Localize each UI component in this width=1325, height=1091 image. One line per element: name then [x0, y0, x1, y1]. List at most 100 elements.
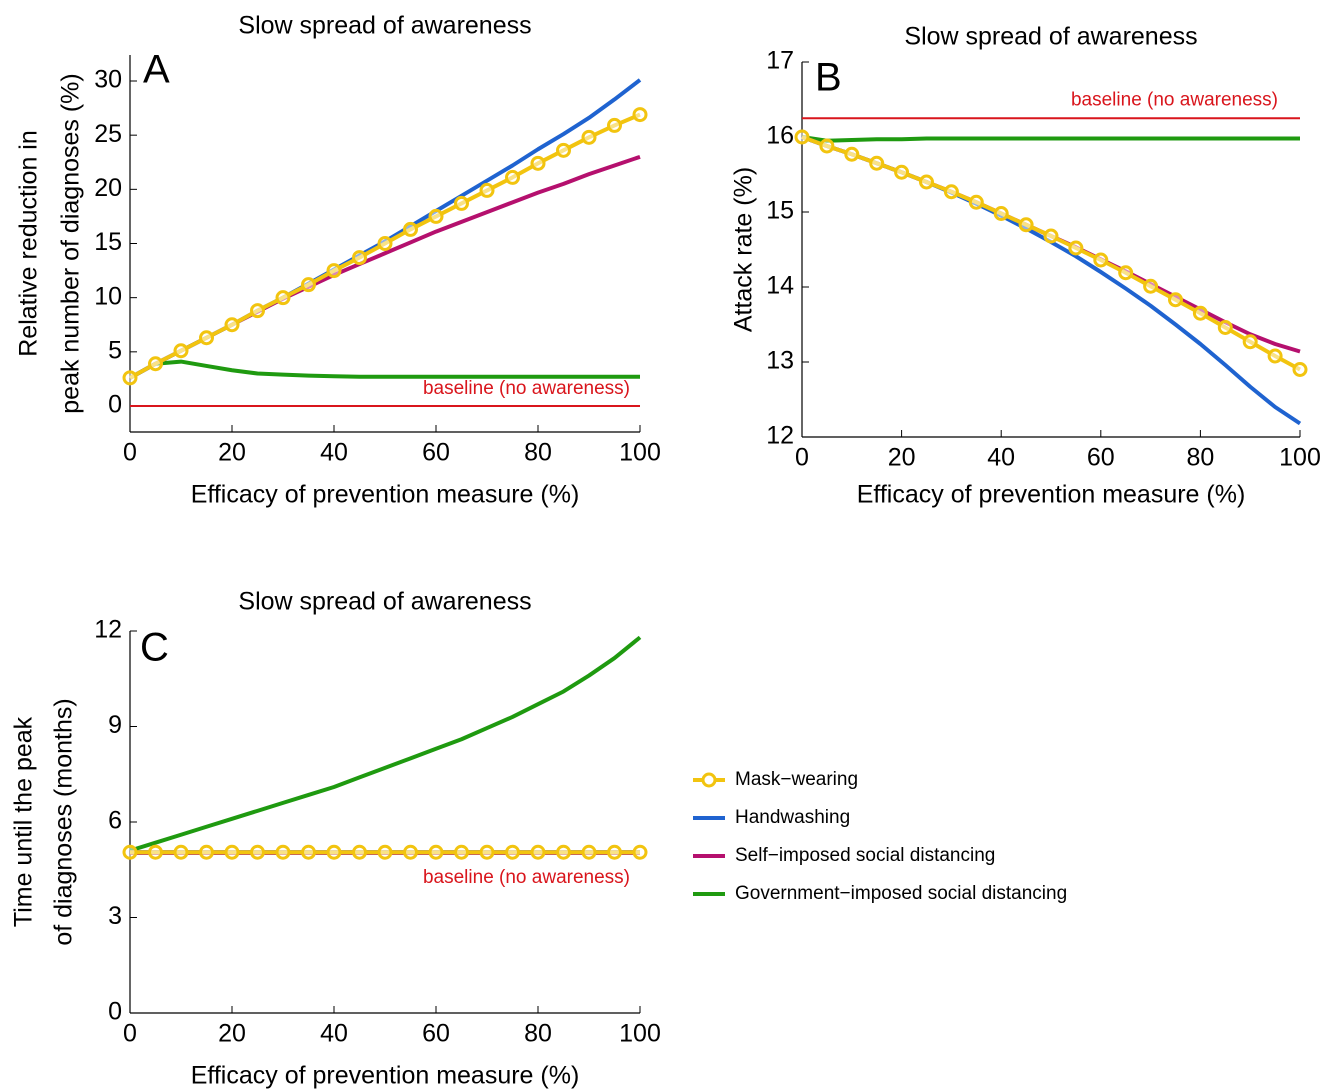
- chart-title: Slow spread of awareness: [904, 23, 1197, 51]
- marker: [1118, 265, 1134, 281]
- panel-label: A: [143, 48, 170, 92]
- legend-label: Handwashing: [735, 807, 850, 828]
- baseline-label: baseline (no awareness): [1071, 89, 1278, 110]
- y-axis-label: of diagnoses (months): [50, 698, 78, 945]
- marker: [581, 844, 597, 860]
- marker: [1267, 348, 1283, 364]
- marker: [530, 155, 546, 171]
- series-line: [801, 135, 1300, 143]
- marker: [403, 221, 418, 237]
- marker: [1093, 252, 1109, 268]
- y-tick-label: 17: [766, 47, 794, 75]
- panel-label: C: [140, 626, 169, 670]
- panel-label: B: [815, 56, 842, 100]
- baseline-label: baseline (no awareness): [423, 378, 630, 399]
- marker: [1292, 362, 1308, 377]
- marker: [1018, 217, 1034, 233]
- marker: [869, 155, 885, 171]
- x-tick-label: 20: [218, 1020, 246, 1048]
- legend-marker: [701, 772, 717, 788]
- x-tick-label: 80: [524, 439, 552, 467]
- x-axis-label: Efficacy of prevention measure (%): [857, 481, 1246, 509]
- y-axis-label: Relative reduction in: [15, 130, 43, 357]
- legend-label: Mask−wearing: [735, 769, 858, 790]
- marker: [607, 117, 622, 133]
- chart-title: Slow spread of awareness: [238, 12, 531, 40]
- baseline-label: baseline (no awareness): [423, 867, 630, 888]
- marker: [224, 317, 240, 333]
- marker: [403, 844, 418, 860]
- x-tick-label: 60: [422, 439, 450, 467]
- x-tick-label: 40: [987, 444, 1015, 472]
- series-line: [801, 135, 1302, 426]
- marker: [326, 844, 342, 860]
- y-tick-label: 12: [94, 616, 122, 644]
- x-tick-label: 60: [422, 1020, 450, 1048]
- marker: [199, 330, 214, 346]
- x-tick-label: 0: [123, 1020, 137, 1048]
- marker: [894, 164, 910, 180]
- marker: [581, 129, 597, 145]
- panel: Slow spread of awareness 0 20 40 60 80 100 0 5 10…: [15, 12, 661, 509]
- panel: Slow spread of awareness 0 20 40 60 80 100 0 3 6 9…: [10, 588, 1068, 1090]
- marker: [275, 844, 291, 860]
- x-tick-label: 100: [1279, 444, 1321, 472]
- marker: [352, 844, 367, 860]
- marker: [352, 250, 367, 266]
- marker: [1242, 334, 1258, 350]
- series-line: [129, 359, 640, 380]
- x-axis-label: Efficacy of prevention measure (%): [191, 1062, 580, 1090]
- marker: [148, 356, 163, 372]
- marker: [428, 208, 444, 224]
- y-tick-label: 5: [108, 336, 122, 364]
- marker: [819, 138, 835, 154]
- x-tick-label: 0: [123, 439, 137, 467]
- marker: [607, 844, 622, 860]
- x-tick-label: 40: [320, 1020, 348, 1048]
- series-line: [129, 635, 642, 853]
- marker: [122, 844, 138, 860]
- marker: [454, 844, 469, 860]
- marker: [148, 844, 163, 860]
- marker: [505, 844, 520, 860]
- marker: [428, 844, 444, 860]
- marker: [199, 844, 214, 860]
- marker: [377, 236, 393, 251]
- x-tick-label: 20: [218, 439, 246, 467]
- marker: [556, 844, 571, 860]
- marker: [250, 844, 265, 860]
- y-tick-label: 15: [766, 197, 794, 225]
- x-tick-label: 60: [1087, 444, 1115, 472]
- y-axis-label: Attack rate (%): [730, 167, 758, 332]
- marker: [968, 194, 984, 210]
- y-tick-label: 6: [108, 807, 122, 835]
- y-tick-label: 9: [108, 711, 122, 739]
- marker: [505, 169, 520, 185]
- y-axis-label: peak number of diagnoses (%): [57, 73, 85, 413]
- y-tick-label: 25: [94, 120, 122, 148]
- marker: [479, 844, 495, 860]
- marker: [1217, 320, 1233, 335]
- marker: [993, 206, 1009, 221]
- y-tick-label: 13: [766, 347, 794, 375]
- marker: [250, 303, 265, 319]
- marker: [377, 844, 393, 860]
- marker: [943, 184, 959, 200]
- x-tick-label: 20: [888, 444, 916, 472]
- marker: [530, 844, 546, 860]
- marker: [1192, 305, 1208, 321]
- y-tick-label: 15: [94, 228, 122, 256]
- marker: [479, 182, 495, 198]
- marker: [632, 107, 648, 123]
- marker: [1043, 228, 1059, 244]
- y-tick-label: 30: [94, 66, 122, 94]
- marker: [122, 370, 138, 386]
- marker: [844, 146, 860, 162]
- marker: [632, 844, 648, 860]
- marker: [454, 195, 469, 211]
- marker: [1143, 278, 1159, 294]
- marker: [173, 343, 189, 359]
- y-tick-label: 12: [766, 422, 794, 450]
- x-axis-label: Efficacy of prevention measure (%): [191, 481, 580, 509]
